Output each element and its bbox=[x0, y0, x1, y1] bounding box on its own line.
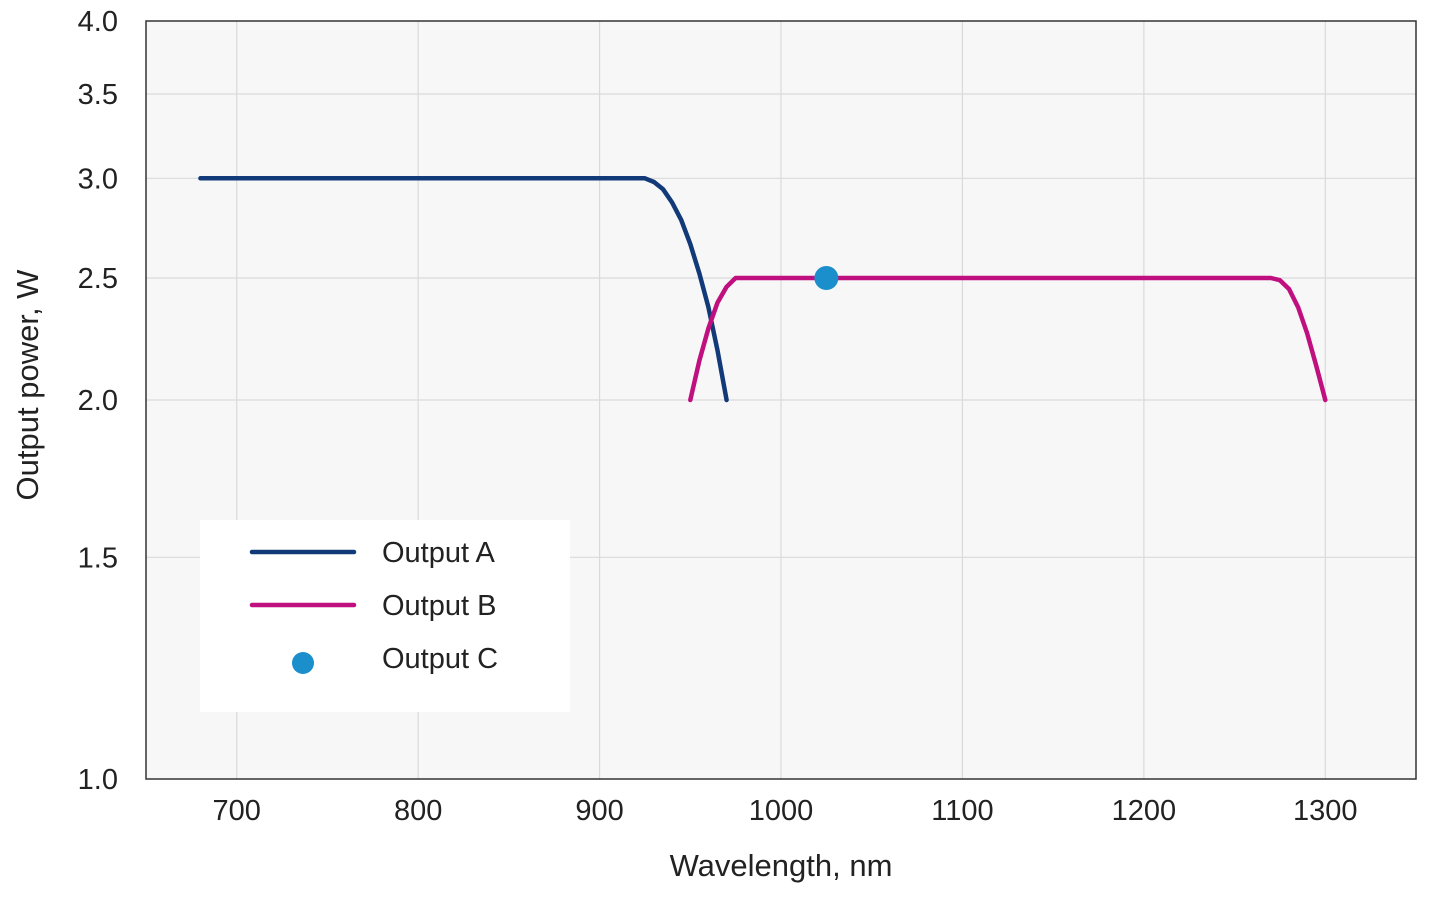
y-axis-title: Output power, W bbox=[10, 269, 45, 501]
series-line-output-b bbox=[688, 275, 1328, 403]
y-tick-label: 3.5 bbox=[78, 79, 118, 111]
legend-label-output-b: Output B bbox=[382, 590, 496, 622]
plot-frame bbox=[145, 20, 1417, 780]
x-tick-labels: 700 800 900 1000 1100 1200 1300 bbox=[213, 795, 1358, 827]
x-tick-label: 1200 bbox=[1112, 795, 1177, 827]
x-tick-label: 1000 bbox=[749, 795, 814, 827]
y-tick-label: 2.0 bbox=[78, 385, 118, 417]
y-tick-label: 2.5 bbox=[78, 263, 118, 295]
y-tick-label: 1.5 bbox=[78, 542, 118, 574]
y-tick-label: 3.0 bbox=[78, 163, 118, 195]
series-layer bbox=[198, 176, 1328, 403]
x-tick-label: 700 bbox=[213, 795, 261, 827]
x-tick-label: 900 bbox=[575, 795, 623, 827]
x-tick-label: 1100 bbox=[931, 795, 993, 827]
y-tick-label: 4.0 bbox=[78, 6, 118, 38]
x-tick-label: 800 bbox=[394, 795, 442, 827]
legend-label-output-c: Output C bbox=[382, 643, 498, 675]
legend-swatch-output-c bbox=[292, 652, 314, 674]
y-tick-labels: 1.0 1.5 2.0 2.5 3.0 3.5 4.0 bbox=[78, 6, 118, 796]
y-tick-label: 1.0 bbox=[78, 764, 118, 796]
x-tick-label: 1300 bbox=[1293, 795, 1358, 827]
series-point-output-c bbox=[814, 265, 839, 290]
series-line-output-a bbox=[198, 176, 729, 403]
x-axis-title: Wavelength, nm bbox=[670, 848, 893, 883]
legend: Output A Output B Output C bbox=[200, 520, 570, 712]
legend-label-output-a: Output A bbox=[382, 537, 496, 569]
